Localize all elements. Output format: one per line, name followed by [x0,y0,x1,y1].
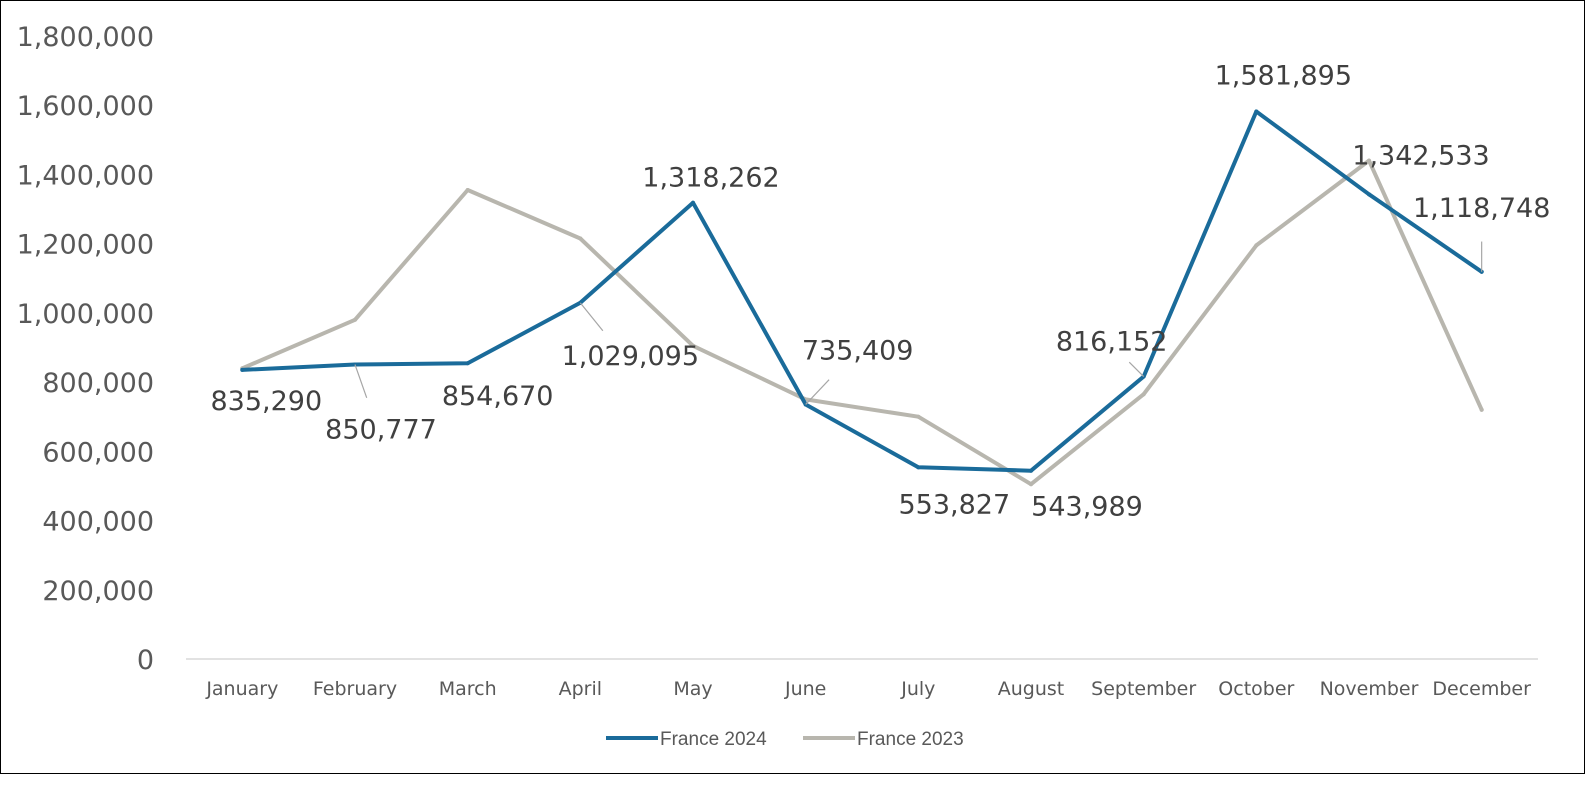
data-label: 1,318,262 [642,163,779,194]
data-point [691,343,695,348]
x-tick-label: November [1320,678,1419,700]
x-tick-label: August [998,678,1065,700]
y-tick-label: 1,400,000 [17,160,154,191]
data-point [1141,392,1146,397]
data-label: 1,029,095 [562,341,699,372]
y-tick-label: 1,800,000 [17,22,154,53]
data-point [1367,158,1371,163]
y-axis: 0 200,000 400,000 600,000 800,000 1,000,000 1,… [17,22,154,676]
x-tick-label: July [900,678,935,700]
data-point [916,414,921,419]
data-point [240,367,245,372]
data-point [916,465,921,470]
data-point [1479,407,1484,412]
x-tick-label: December [1432,678,1531,700]
x-axis: January February March April May June July Augu… [205,678,1531,700]
legend-label: France 2023 [857,729,964,750]
leader-line [354,364,368,399]
leader-line [579,302,604,332]
legend-label: France 2024 [660,729,767,750]
data-label: 854,670 [442,381,554,412]
data-label: 735,409 [802,335,914,366]
series-layer [240,109,1484,487]
x-tick-label: March [439,678,497,700]
data-point [1254,109,1259,114]
data-point [1029,482,1033,487]
x-tick-label: January [205,678,278,700]
y-tick-label: 800,000 [42,368,154,399]
x-tick-label: April [559,678,602,700]
data-label: 835,290 [211,386,323,417]
data-label: 543,989 [1031,492,1143,523]
data-label: 850,777 [325,415,437,446]
x-tick-label: June [784,678,826,700]
data-point [353,317,357,322]
y-tick-label: 200,000 [42,576,154,607]
y-tick-label: 1,000,000 [17,299,154,330]
data-label: 816,152 [1056,327,1168,358]
data-label: 1,581,895 [1215,60,1352,91]
x-tick-label: May [673,678,712,700]
data-label: 1,118,748 [1413,193,1550,224]
data-label: 1,342,533 [1352,140,1489,171]
legend: France 2024 France 2023 [606,729,964,750]
y-tick-label: 600,000 [42,437,154,468]
leader-line [805,379,830,405]
y-tick-label: 1,200,000 [17,230,154,261]
y-tick-label: 1,600,000 [17,91,154,122]
data-point [1367,192,1371,197]
data-label: 553,827 [899,489,1011,520]
data-point [1254,243,1259,248]
data-point [465,361,470,366]
data-point [578,236,583,241]
y-tick-label: 0 [137,645,154,676]
data-point [465,188,470,193]
data-point [1029,468,1033,473]
leader-line [1128,361,1145,377]
x-tick-label: October [1218,678,1294,700]
series-line-france-2024 [240,109,1484,473]
data-point [691,200,695,205]
y-tick-label: 400,000 [42,507,154,538]
x-tick-label: September [1091,678,1196,700]
series-line-france-2023 [240,158,1484,487]
x-tick-label: February [313,678,397,700]
